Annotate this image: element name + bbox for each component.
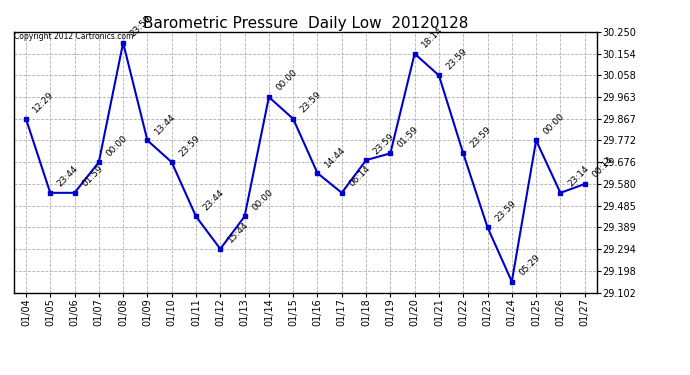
Text: 23:59: 23:59 (493, 199, 518, 223)
Text: 01:59: 01:59 (80, 164, 105, 189)
Text: 01:59: 01:59 (396, 124, 421, 149)
Text: 06:14: 06:14 (347, 164, 372, 189)
Text: 23:59: 23:59 (469, 124, 493, 149)
Title: Barometric Pressure  Daily Low  20120128: Barometric Pressure Daily Low 20120128 (143, 16, 468, 31)
Text: 12:29: 12:29 (32, 90, 56, 115)
Text: 23:59: 23:59 (177, 134, 202, 158)
Text: 13:44: 13:44 (153, 112, 177, 136)
Text: 23:59: 23:59 (299, 90, 324, 115)
Text: 00:00: 00:00 (542, 112, 566, 136)
Text: Copyright 2012 Cartronics.com: Copyright 2012 Cartronics.com (14, 32, 133, 41)
Text: 15:44: 15:44 (226, 220, 250, 245)
Text: 18:14: 18:14 (420, 25, 445, 50)
Text: 05:29: 05:29 (518, 253, 542, 278)
Text: 23:44: 23:44 (56, 164, 80, 189)
Text: 23:59: 23:59 (128, 14, 153, 39)
Text: 00:00: 00:00 (250, 188, 275, 212)
Text: 00:00: 00:00 (104, 134, 129, 158)
Text: 00:14: 00:14 (590, 155, 615, 180)
Text: 23:14: 23:14 (566, 164, 591, 189)
Text: 00:00: 00:00 (275, 68, 299, 93)
Text: 23:59: 23:59 (444, 47, 469, 71)
Text: 14:44: 14:44 (323, 144, 348, 169)
Text: 23:44: 23:44 (201, 188, 226, 212)
Text: 23:59: 23:59 (372, 131, 396, 156)
